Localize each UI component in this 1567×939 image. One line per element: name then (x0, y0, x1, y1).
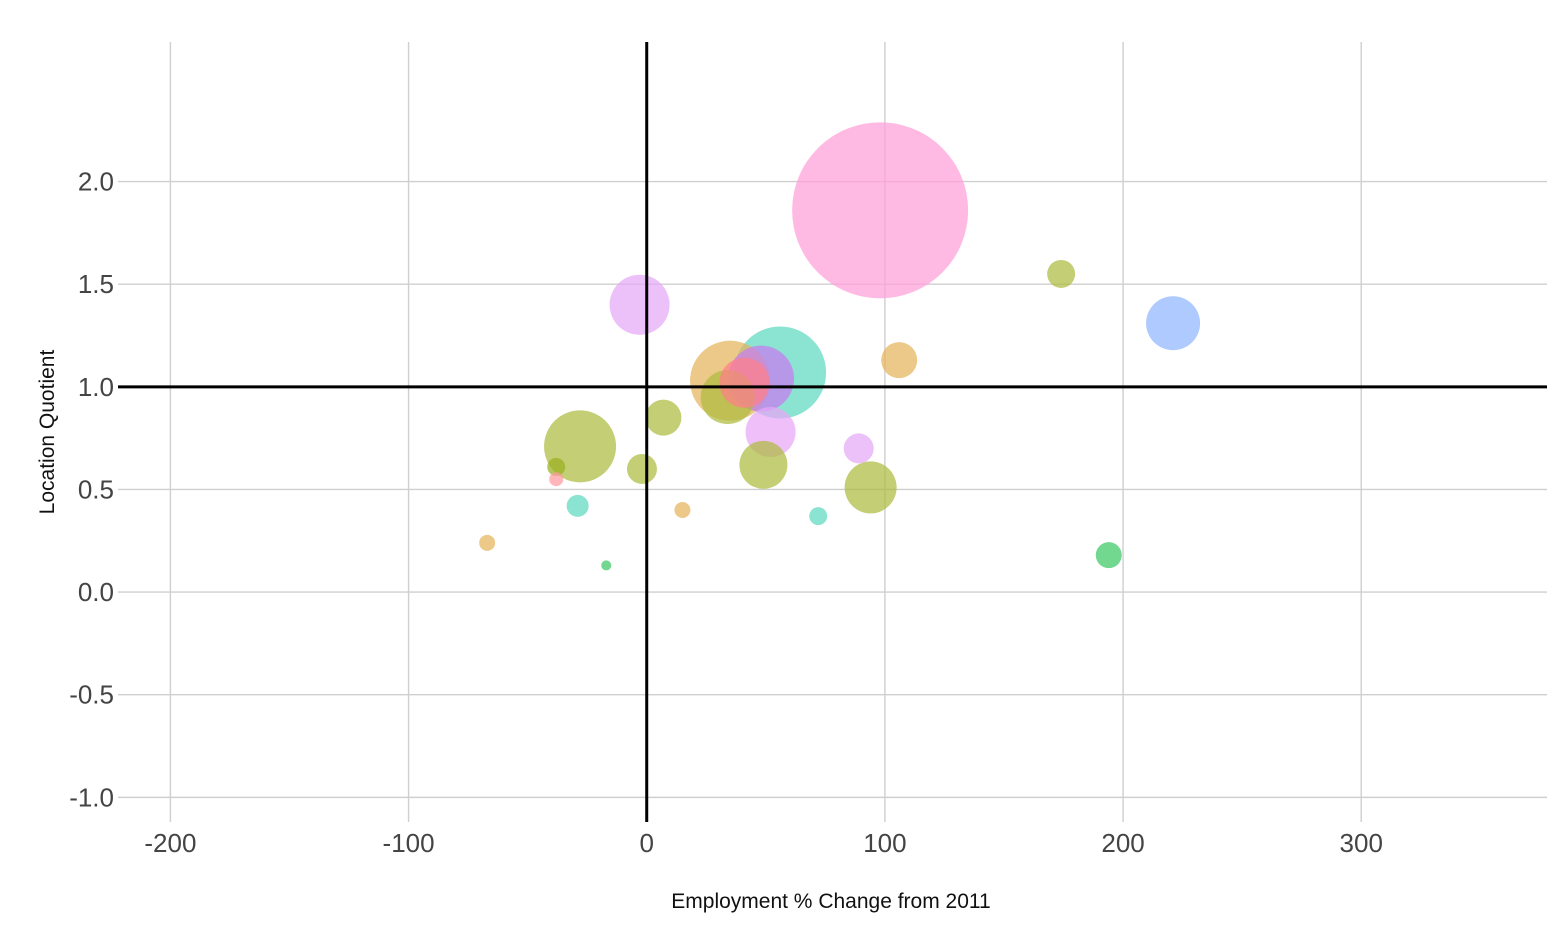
x-tick-label: -200 (144, 828, 196, 858)
x-tick-label: 100 (863, 828, 906, 858)
bubble-point (792, 122, 969, 299)
bubble-point (479, 534, 496, 551)
bubble-point (674, 502, 691, 518)
y-tick-label: -1.0 (69, 782, 114, 812)
y-tick-label: 2.0 (78, 167, 114, 197)
bubble-point (739, 440, 788, 489)
bubble-point (1095, 542, 1122, 569)
x-tick-label: 200 (1101, 828, 1144, 858)
bubble-point (809, 507, 828, 526)
bubble-point (844, 461, 897, 514)
bubble-point (1047, 259, 1076, 288)
y-axis-title: Location Quotient (36, 350, 59, 515)
bubble-point (645, 399, 682, 436)
y-tick-labels: 2.0 1.5 1.0 0.5 0.0 -0.5 -1.0 (69, 167, 114, 813)
bubble-series (479, 122, 1201, 571)
bubble-point (549, 472, 564, 487)
x-tick-label: 0 (639, 828, 653, 858)
bubble-point (1146, 296, 1201, 351)
y-tick-label: -0.5 (69, 680, 114, 710)
bubble-point (843, 433, 874, 464)
x-tick-label: 300 (1340, 828, 1383, 858)
x-tick-label: -100 (383, 828, 435, 858)
y-tick-label: 0.0 (78, 577, 114, 607)
bubble-point (566, 494, 589, 517)
bubble-point (601, 560, 612, 571)
bubble-point (547, 457, 566, 476)
y-tick-label: 0.5 (78, 474, 114, 504)
reference-lines (118, 42, 1547, 822)
bubble-point (881, 342, 918, 379)
bubble-point (609, 274, 670, 335)
x-tick-labels: -200 -100 0 100 200 300 (144, 828, 1383, 858)
y-tick-label: 1.0 (78, 372, 114, 402)
bubble-point (719, 357, 770, 408)
x-axis-title: Employment % Change from 2011 (671, 890, 990, 913)
bubble-point (626, 453, 657, 484)
y-tick-label: 1.5 (78, 269, 114, 299)
